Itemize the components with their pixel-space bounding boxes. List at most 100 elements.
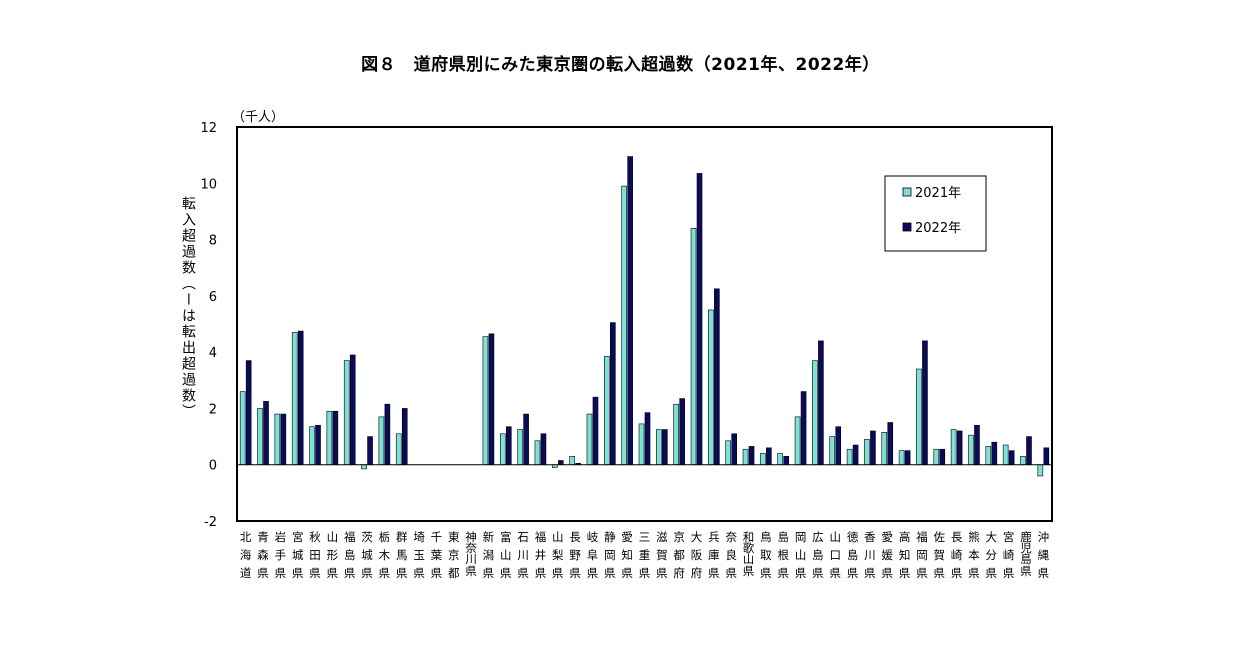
legend-label-2022: 2022年 bbox=[915, 221, 961, 236]
bar-2022年-福井県 bbox=[540, 433, 547, 466]
bar-2021年-静岡県 bbox=[604, 356, 610, 466]
category-label: 埼玉県 bbox=[413, 530, 425, 580]
category-label: 秋田県 bbox=[309, 530, 321, 580]
category-label: 島根県 bbox=[777, 530, 789, 580]
category-label: 奈良県 bbox=[725, 530, 737, 580]
category-label: 大分県 bbox=[986, 530, 998, 580]
category-label: 鹿児島県 bbox=[1020, 530, 1032, 578]
bar-2021年-三重県 bbox=[638, 423, 645, 466]
bar-2021年-香川県 bbox=[864, 439, 870, 466]
bar-2021年-和歌山県 bbox=[742, 448, 749, 466]
bar-2021年-岐阜県 bbox=[586, 413, 593, 466]
bar-2021年-広島県 bbox=[812, 360, 818, 466]
y-tick-label: 6 bbox=[209, 290, 217, 305]
category-label: 徳島県 bbox=[847, 530, 859, 580]
bar-2022年-石川県 bbox=[523, 413, 529, 466]
bar-2022年-新潟県 bbox=[488, 333, 495, 466]
unit-label: （千人） bbox=[232, 110, 285, 125]
bar-2021年-高知県 bbox=[898, 450, 905, 466]
category-label: 長野県 bbox=[569, 530, 581, 580]
bar-2022年-山口県 bbox=[835, 426, 842, 466]
category-label: 千葉県 bbox=[431, 530, 443, 580]
category-label: 北海道 bbox=[240, 530, 252, 580]
y-tick-label: 4 bbox=[209, 346, 217, 361]
category-label: 沖縄県 bbox=[1038, 530, 1050, 580]
category-label: 静岡県 bbox=[604, 530, 616, 580]
category-labels-layer: 北海道青森県岩手県宮城県秋田県山形県福島県茨城県栃木県群馬県埼玉県千葉県東京都神… bbox=[240, 530, 1050, 580]
legend-box bbox=[884, 175, 987, 252]
legend-swatch-2022 bbox=[902, 222, 912, 232]
legend: 2021年 2022年 bbox=[884, 175, 987, 252]
bar-2022年-静岡県 bbox=[610, 322, 616, 466]
bar-2022年-熊本県 bbox=[974, 425, 980, 466]
y-tick-label: 0 bbox=[209, 459, 217, 474]
y-tick-label: 2 bbox=[209, 402, 217, 417]
bar-2021年-大阪府 bbox=[690, 228, 697, 466]
bar-2022年-兵庫県 bbox=[714, 288, 720, 466]
bar-2021年-鳥取県 bbox=[760, 453, 766, 466]
bar-2022年-山形県 bbox=[332, 410, 339, 466]
category-label: 山梨県 bbox=[552, 530, 564, 580]
bar-2021年-大分県 bbox=[985, 446, 992, 466]
bar-2022年-佐賀県 bbox=[939, 448, 946, 466]
bar-2022年-長崎県 bbox=[956, 430, 963, 466]
category-label: 宮崎県 bbox=[1003, 530, 1015, 580]
plot-frame bbox=[236, 126, 1053, 522]
category-label: 石川県 bbox=[517, 530, 529, 580]
bar-2022年-愛媛県 bbox=[887, 422, 894, 466]
bar-2021年-宮城県 bbox=[291, 332, 298, 466]
bar-2021年-島根県 bbox=[777, 453, 784, 466]
bar-2021年-茨城県 bbox=[361, 464, 367, 470]
bar-2021年-福井県 bbox=[534, 440, 541, 466]
category-label: 和歌山県 bbox=[743, 530, 755, 578]
category-label: 東京都 bbox=[448, 530, 460, 580]
category-label: 宮城県 bbox=[292, 530, 304, 580]
category-label: 広島県 bbox=[812, 530, 824, 580]
category-label: 福岡県 bbox=[916, 530, 928, 580]
category-label: 鳥取県 bbox=[760, 530, 772, 580]
bar-2021年-栃木県 bbox=[378, 416, 385, 466]
bar-2022年-広島県 bbox=[818, 340, 824, 466]
bar-2021年-滋賀県 bbox=[656, 429, 662, 466]
bar-2022年-青森県 bbox=[263, 401, 269, 466]
bar-2022年-山梨県 bbox=[557, 460, 564, 466]
category-label: 岡山県 bbox=[795, 530, 807, 580]
category-label: 岩手県 bbox=[275, 530, 287, 580]
bar-2022年-鹿児島県 bbox=[1026, 436, 1032, 466]
category-label: 愛媛県 bbox=[882, 530, 894, 580]
bar-2021年-岩手県 bbox=[274, 413, 281, 466]
bar-2021年-岡山県 bbox=[794, 416, 801, 466]
bar-2021年-青森県 bbox=[257, 408, 263, 466]
bar-2022年-宮崎県 bbox=[1008, 450, 1015, 466]
category-label: 青森県 bbox=[257, 530, 269, 580]
bar-2021年-長崎県 bbox=[950, 429, 957, 466]
y-axis-label: 転入超過数（ーは転出超過数） bbox=[180, 196, 196, 420]
category-label: 神奈川県 bbox=[465, 530, 477, 578]
bar-2021年-愛媛県 bbox=[881, 432, 888, 466]
y-ticks-layer: -2 0 2 4 6 8 10 12 bbox=[200, 121, 217, 530]
bar-2021年-福岡県 bbox=[916, 368, 922, 466]
bar-2022年-沖縄県 bbox=[1043, 447, 1050, 466]
category-label: 岐阜県 bbox=[587, 530, 599, 580]
bar-2022年-大分県 bbox=[991, 441, 998, 466]
y-tick-label: 10 bbox=[200, 177, 217, 192]
y-tick-label: -2 bbox=[204, 515, 217, 530]
category-label: 兵庫県 bbox=[708, 530, 720, 580]
bar-2021年-群馬県 bbox=[395, 433, 402, 466]
bar-2021年-福島県 bbox=[343, 360, 350, 466]
category-label: 佐賀県 bbox=[934, 530, 946, 580]
bars-layer bbox=[239, 156, 1050, 477]
bar-2022年-香川県 bbox=[870, 430, 876, 466]
category-label: 福島県 bbox=[344, 530, 356, 580]
category-label: 三重県 bbox=[639, 530, 651, 580]
bar-2022年-北海道 bbox=[245, 360, 252, 466]
bar-2021年-兵庫県 bbox=[708, 309, 714, 466]
bar-2022年-宮城県 bbox=[297, 330, 304, 466]
bar-2022年-京都府 bbox=[679, 398, 685, 466]
category-label: 京都府 bbox=[673, 530, 685, 580]
category-label: 山口県 bbox=[829, 530, 841, 580]
bar-2022年-島根県 bbox=[783, 455, 790, 466]
bar-2021年-富山県 bbox=[499, 433, 506, 466]
category-label: 高知県 bbox=[899, 530, 911, 580]
bar-2022年-群馬県 bbox=[401, 408, 408, 466]
